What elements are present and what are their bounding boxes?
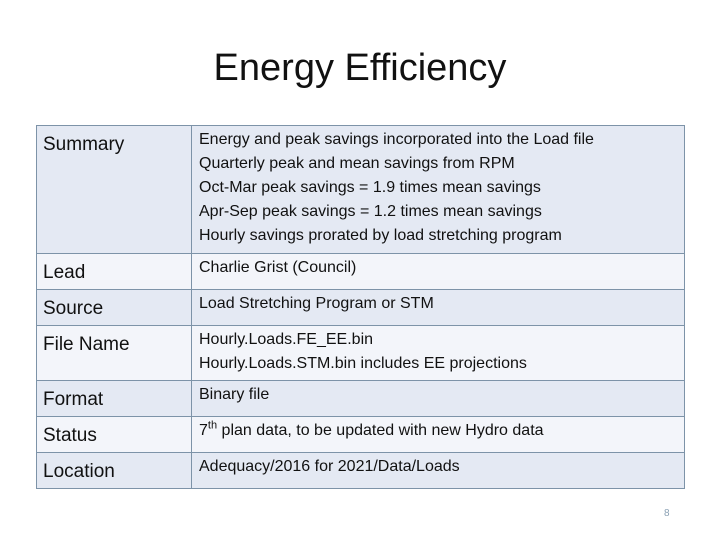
source-line: Load Stretching Program or STM bbox=[199, 295, 434, 312]
status-line: 7th plan data, to be updated with new Hy… bbox=[199, 419, 684, 443]
row-label-status: Status bbox=[43, 425, 97, 446]
row-value-location: Adequacy/2016 for 2021/Data/Loads bbox=[192, 453, 684, 479]
table-row-format: Format Binary file bbox=[36, 380, 685, 417]
row-value-cell: 7th plan data, to be updated with new Hy… bbox=[191, 416, 685, 453]
row-value-summary: Energy and peak savings incorporated int… bbox=[192, 126, 684, 248]
table-row-summary: Summary Energy and peak savings incorpor… bbox=[36, 125, 685, 254]
row-label-summary: Summary bbox=[43, 134, 125, 155]
format-line: Binary file bbox=[199, 386, 270, 403]
row-value-source: Load Stretching Program or STM bbox=[192, 290, 684, 316]
row-value-cell: Adequacy/2016 for 2021/Data/Loads bbox=[191, 452, 685, 489]
row-label-cell: Summary bbox=[36, 125, 192, 254]
summary-line: Hourly savings prorated by load stretchi… bbox=[199, 227, 562, 244]
row-label-cell: Source bbox=[36, 289, 192, 326]
row-label-location: Location bbox=[43, 461, 115, 482]
row-value-format: Binary file bbox=[192, 381, 684, 407]
file-name-line: Hourly.Loads.FE_EE.bin bbox=[199, 331, 374, 348]
table-row-location: Location Adequacy/2016 for 2021/Data/Loa… bbox=[36, 452, 685, 489]
status-ordinal-number: 7 bbox=[199, 422, 208, 439]
row-label-source: Source bbox=[43, 298, 104, 319]
row-label-cell: Status bbox=[36, 416, 192, 453]
row-value-cell: Charlie Grist (Council) bbox=[191, 253, 685, 290]
row-value-cell: Load Stretching Program or STM bbox=[191, 289, 685, 326]
status-ordinal-suffix: th bbox=[207, 419, 218, 432]
location-line: Adequacy/2016 for 2021/Data/Loads bbox=[199, 458, 460, 475]
row-value-cell: Hourly.Loads.FE_EE.bin Hourly.Loads.STM.… bbox=[191, 325, 685, 381]
row-value-file-name: Hourly.Loads.FE_EE.bin Hourly.Loads.STM.… bbox=[192, 326, 684, 376]
row-value-status: 7th plan data, to be updated with new Hy… bbox=[192, 417, 684, 443]
row-label-lead: Lead bbox=[43, 262, 86, 283]
slide-title: Energy Efficiency bbox=[213, 47, 507, 89]
table-row-status: Status 7th plan data, to be updated with… bbox=[36, 416, 685, 453]
summary-line: Energy and peak savings incorporated int… bbox=[199, 131, 594, 148]
row-label-file-name: File Name bbox=[43, 334, 130, 355]
row-value-cell: Binary file bbox=[191, 380, 685, 417]
row-label-format: Format bbox=[43, 389, 104, 410]
info-table: Summary Energy and peak savings incorpor… bbox=[36, 125, 685, 489]
page-number: 8 bbox=[664, 508, 670, 519]
summary-line: Quarterly peak and mean savings from RPM bbox=[199, 155, 515, 172]
summary-line: Oct-Mar peak savings = 1.9 times mean sa… bbox=[199, 179, 541, 196]
table-row-file-name: File Name Hourly.Loads.FE_EE.bin Hourly.… bbox=[36, 325, 685, 381]
row-label-cell: Location bbox=[36, 452, 192, 489]
row-value-cell: Energy and peak savings incorporated int… bbox=[191, 125, 685, 254]
table-row-source: Source Load Stretching Program or STM bbox=[36, 289, 685, 326]
table-row-lead: Lead Charlie Grist (Council) bbox=[36, 253, 685, 290]
file-name-line: Hourly.Loads.STM.bin includes EE project… bbox=[199, 355, 527, 372]
row-label-cell: File Name bbox=[36, 325, 192, 381]
status-text: plan data, to be updated with new Hydro … bbox=[217, 422, 544, 439]
row-value-lead: Charlie Grist (Council) bbox=[192, 254, 684, 280]
row-label-cell: Format bbox=[36, 380, 192, 417]
lead-line: Charlie Grist (Council) bbox=[199, 259, 357, 276]
row-label-cell: Lead bbox=[36, 253, 192, 290]
summary-line: Apr-Sep peak savings = 1.2 times mean sa… bbox=[199, 203, 542, 220]
